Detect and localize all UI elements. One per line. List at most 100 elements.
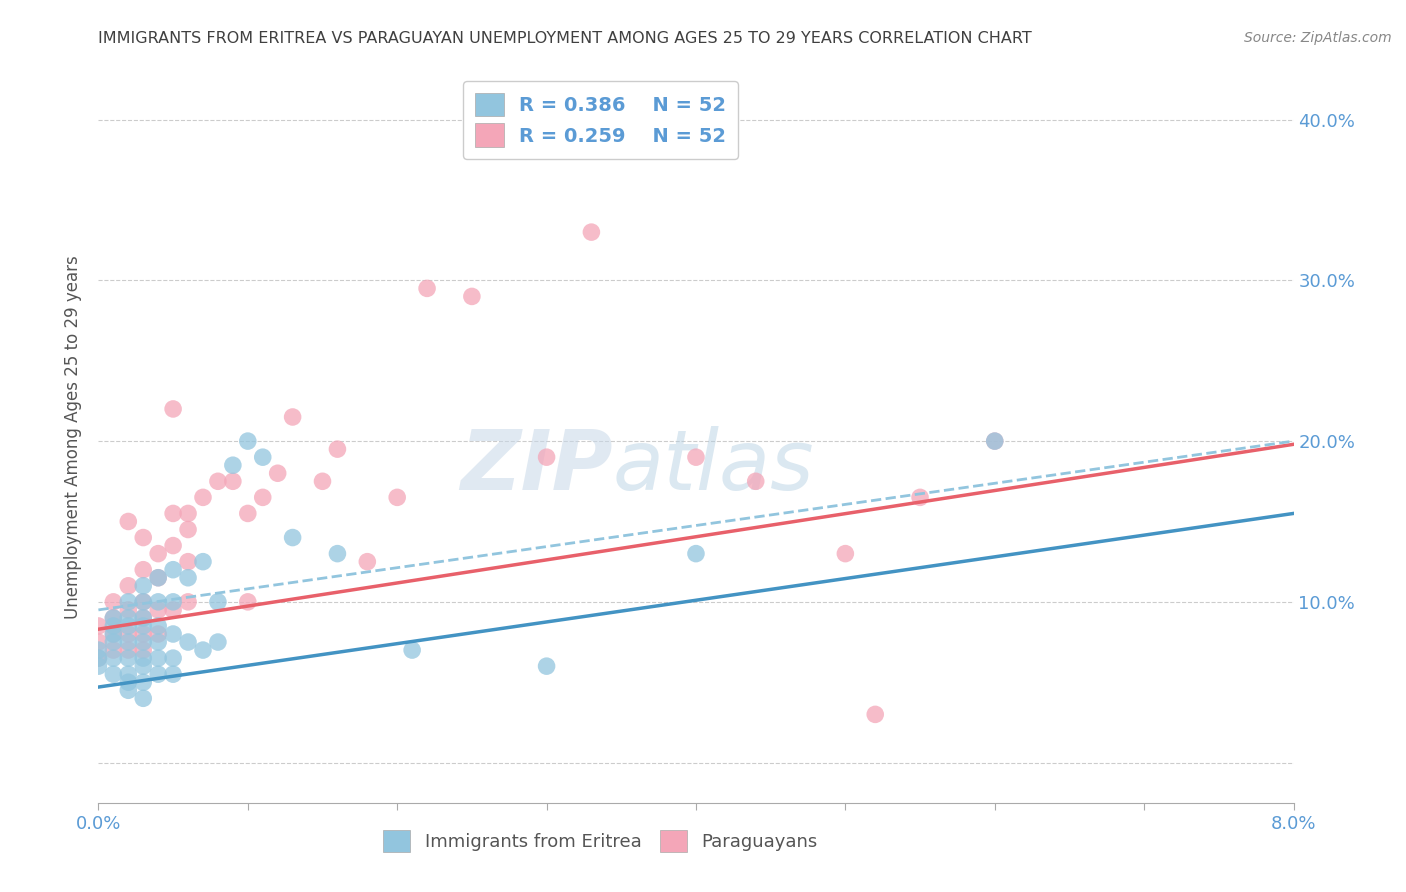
Point — [117, 627, 139, 641]
Point — [132, 643, 155, 657]
Point — [162, 401, 184, 416]
Point — [191, 491, 214, 505]
Point — [148, 571, 170, 585]
Point — [191, 643, 214, 657]
Point — [117, 515, 139, 529]
Point — [87, 659, 110, 673]
Point — [267, 467, 290, 481]
Point — [536, 450, 558, 465]
Point — [132, 675, 155, 690]
Point — [162, 563, 184, 577]
Point — [177, 595, 200, 609]
Point — [117, 579, 139, 593]
Point — [132, 627, 155, 641]
Point — [148, 595, 170, 609]
Point — [908, 491, 931, 505]
Point — [162, 539, 184, 553]
Point — [236, 434, 259, 449]
Point — [177, 571, 200, 585]
Point — [117, 683, 139, 698]
Point — [103, 627, 125, 641]
Point — [87, 651, 110, 665]
Point — [132, 595, 155, 609]
Point — [87, 635, 110, 649]
Point — [177, 523, 200, 537]
Point — [162, 627, 184, 641]
Point — [103, 627, 125, 641]
Point — [326, 547, 349, 561]
Point — [103, 619, 125, 633]
Point — [207, 635, 229, 649]
Point — [132, 651, 155, 665]
Point — [162, 667, 184, 681]
Point — [536, 659, 558, 673]
Point — [385, 491, 409, 505]
Point — [177, 507, 200, 521]
Point — [132, 611, 155, 625]
Point — [148, 635, 170, 649]
Point — [117, 635, 139, 649]
Point — [103, 635, 125, 649]
Point — [356, 555, 378, 569]
Legend: Immigrants from Eritrea, Paraguayans: Immigrants from Eritrea, Paraguayans — [375, 823, 825, 860]
Point — [103, 651, 125, 665]
Text: ZIP: ZIP — [460, 425, 613, 507]
Point — [148, 619, 170, 633]
Point — [177, 635, 200, 649]
Point — [103, 611, 125, 625]
Point — [117, 667, 139, 681]
Point — [87, 619, 110, 633]
Point — [281, 531, 304, 545]
Point — [222, 458, 245, 473]
Point — [148, 627, 170, 641]
Point — [103, 667, 125, 681]
Point — [148, 547, 170, 561]
Point — [745, 475, 768, 489]
Point — [326, 442, 349, 457]
Point — [162, 507, 184, 521]
Point — [236, 507, 259, 521]
Point — [132, 595, 155, 609]
Point — [281, 409, 304, 424]
Point — [132, 635, 155, 649]
Point — [685, 450, 707, 465]
Point — [311, 475, 333, 489]
Text: IMMIGRANTS FROM ERITREA VS PARAGUAYAN UNEMPLOYMENT AMONG AGES 25 TO 29 YEARS COR: IMMIGRANTS FROM ERITREA VS PARAGUAYAN UN… — [98, 31, 1032, 46]
Point — [117, 611, 139, 625]
Point — [581, 225, 603, 239]
Point — [132, 531, 155, 545]
Point — [191, 555, 214, 569]
Point — [132, 563, 155, 577]
Point — [117, 651, 139, 665]
Point — [132, 619, 155, 633]
Point — [132, 659, 155, 673]
Point — [162, 651, 184, 665]
Point — [132, 579, 155, 593]
Y-axis label: Unemployment Among Ages 25 to 29 years: Unemployment Among Ages 25 to 29 years — [65, 255, 83, 619]
Point — [87, 651, 110, 665]
Point — [148, 603, 170, 617]
Point — [148, 667, 170, 681]
Point — [103, 595, 125, 609]
Point — [162, 595, 184, 609]
Point — [984, 434, 1007, 449]
Point — [685, 547, 707, 561]
Point — [103, 643, 125, 657]
Point — [103, 611, 125, 625]
Point — [252, 450, 274, 465]
Point — [117, 643, 139, 657]
Point — [207, 595, 229, 609]
Point — [252, 491, 274, 505]
Point — [401, 643, 423, 657]
Point — [117, 619, 139, 633]
Text: atlas: atlas — [613, 425, 814, 507]
Point — [236, 595, 259, 609]
Point — [148, 571, 170, 585]
Point — [87, 643, 110, 657]
Point — [132, 611, 155, 625]
Point — [207, 475, 229, 489]
Point — [132, 691, 155, 706]
Text: Source: ZipAtlas.com: Source: ZipAtlas.com — [1244, 31, 1392, 45]
Point — [177, 555, 200, 569]
Point — [984, 434, 1007, 449]
